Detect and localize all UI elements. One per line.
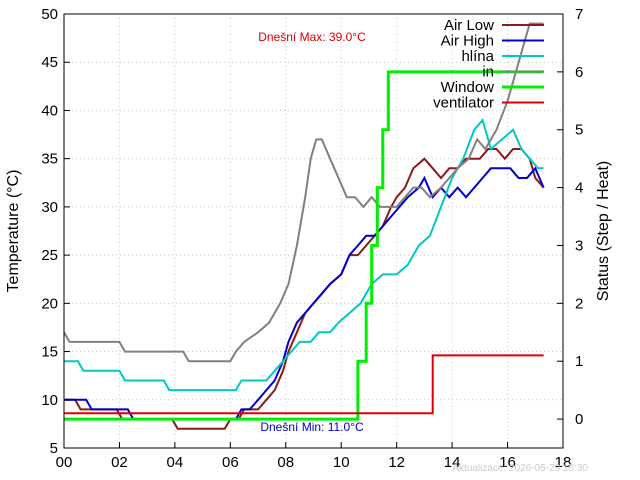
y2-tick-label: 4 — [575, 180, 583, 197]
y-tick-label: 45 — [41, 54, 58, 71]
y-tick-label: 15 — [41, 344, 58, 361]
max-annotation: Dnešní Max: 39.0°C — [258, 30, 366, 44]
min-annotation: Dnešní Min: 11.0°C — [260, 420, 364, 434]
y2-tick-label: 2 — [575, 295, 583, 312]
y-tick-label: 40 — [41, 102, 58, 119]
y2-tick-label: 0 — [575, 411, 583, 428]
y-tick-label: 10 — [41, 392, 58, 409]
x-tick-label: 16 — [499, 454, 516, 471]
series-line-2 — [64, 118, 544, 392]
y-tick-label: 30 — [41, 199, 58, 216]
legend-label: Air High — [441, 33, 494, 50]
x-tick-label: 08 — [277, 454, 294, 471]
legend-label: Window — [441, 79, 495, 96]
series-line-3 — [63, 22, 544, 363]
plot-frame — [63, 13, 564, 449]
y-tick-label: 50 — [41, 6, 58, 23]
y-tick-label: 35 — [41, 151, 58, 168]
grid — [64, 14, 563, 448]
series-line-0 — [64, 148, 545, 430]
y-tick-label: 25 — [41, 247, 58, 264]
legend-label: ventilator — [433, 95, 494, 112]
x-tick-label: 06 — [222, 454, 239, 471]
y2-tick-label: 7 — [575, 6, 583, 23]
series-line-5 — [64, 354, 544, 415]
x-tick-label: 10 — [333, 454, 350, 471]
y2-tick-label: 1 — [575, 353, 583, 370]
y2-tick-label: 3 — [575, 237, 583, 254]
series-lines — [63, 22, 545, 430]
x-tick-label: 14 — [444, 454, 461, 471]
legend-label: in — [482, 64, 494, 81]
x-tick-label: 00 — [56, 454, 73, 471]
x-tick-label: 18 — [555, 454, 572, 471]
y2-axis-label: Status (Step / Heat) — [595, 161, 612, 302]
series-line-1 — [64, 166, 545, 421]
x-tick-label: 12 — [388, 454, 405, 471]
legend-label: hlína — [461, 48, 494, 65]
y2-tick-label: 6 — [575, 64, 583, 81]
y-tick-label: 5 — [50, 440, 58, 457]
y-axis-label: Temperature (°C) — [5, 170, 22, 293]
x-tick-label: 02 — [111, 454, 128, 471]
legend-label: Air Low — [444, 17, 494, 34]
y2-tick-label: 5 — [575, 122, 583, 139]
series-line-4 — [64, 70, 544, 421]
x-tick-label: 04 — [167, 454, 184, 471]
updated-annotation: Aktualizace: 2026-05-29 15:30 — [452, 463, 588, 474]
y-tick-label: 20 — [41, 295, 58, 312]
